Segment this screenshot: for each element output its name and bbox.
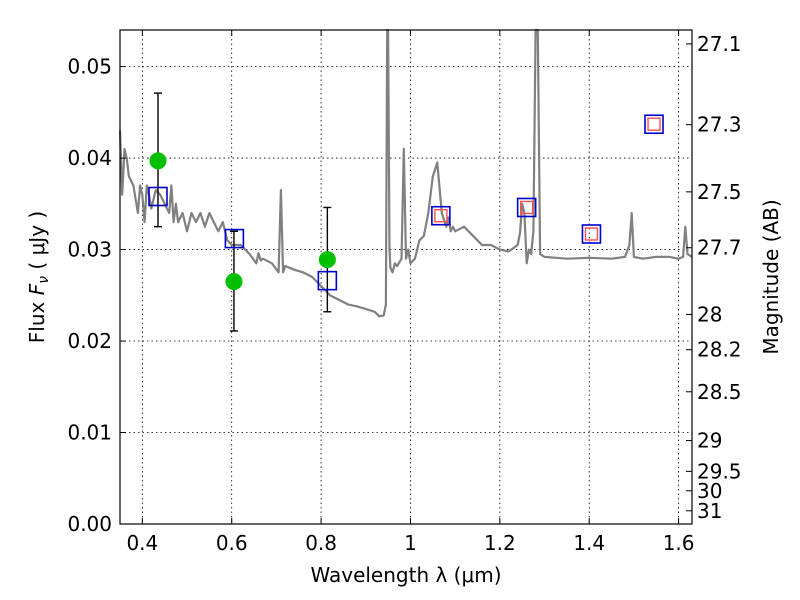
prediction-square-marker	[519, 200, 534, 215]
x-tick-label: 1.6	[663, 531, 695, 555]
y-tick-label: 0.05	[67, 55, 112, 79]
model-square-marker	[644, 114, 664, 135]
template-spectrum-line	[118, 28, 693, 318]
prediction-square-marker	[647, 117, 661, 131]
x-tick-label: 0.4	[126, 531, 158, 555]
points-layer	[148, 92, 664, 332]
y-axis-title-symbol: F	[25, 283, 49, 295]
y-tick-label: 0.04	[67, 146, 112, 170]
model-square-marker	[317, 270, 338, 291]
y-tick-label: 0.02	[67, 329, 112, 353]
x-axis-title: Wavelength λ (μm)	[310, 563, 501, 587]
right-tick-label: 28.2	[697, 338, 742, 362]
right-tick-label: 27.1	[697, 32, 742, 56]
right-tick-label: 29.5	[697, 459, 742, 483]
plot-frame	[119, 29, 693, 525]
model-square-marker	[431, 205, 451, 226]
grid-layer	[120, 30, 692, 525]
model-square-marker	[148, 186, 168, 207]
right-tick-label: 31	[697, 499, 722, 523]
right-axis-title: Magnitude (AB)	[759, 199, 783, 354]
x-tick-label: 1	[404, 531, 417, 555]
y-tick-label: 0.03	[67, 238, 112, 262]
observed-point	[318, 251, 336, 269]
observed-point	[225, 273, 243, 291]
y-axis-title: Flux Fν ( μJy )	[25, 211, 52, 343]
spectrum-layer	[118, 28, 693, 318]
right-tick-label: 30	[697, 479, 722, 503]
observed-point	[149, 152, 167, 170]
y-tick-label: 0.00	[67, 512, 112, 536]
prediction-square-marker	[584, 227, 599, 241]
model-square-marker	[224, 228, 245, 249]
x-tick-label: 1.4	[573, 531, 605, 555]
right-tick-label: 27.5	[697, 180, 742, 204]
x-tick-label: 0.6	[216, 531, 248, 555]
model-square-marker	[516, 197, 537, 218]
right-tick-label: 27.7	[697, 236, 742, 260]
model-square-marker	[581, 224, 602, 244]
y-axis-title-unit: ( μJy )	[25, 211, 49, 276]
y-axis-title-main: Flux	[25, 295, 49, 343]
prediction-square-marker	[434, 209, 448, 223]
right-tick-label: 28.5	[697, 380, 742, 404]
right-tick-label: 29	[697, 429, 722, 453]
ticks-layer: 0.4 0.6 0.8 1 1.2 1.4 1.6 0.00 0.01 0.02 0.03 0.04 0…	[67, 30, 742, 555]
x-tick-label: 0.8	[305, 531, 337, 555]
right-tick-label: 27.3	[697, 113, 742, 137]
right-tick-label: 28	[697, 302, 722, 326]
x-tick-label: 1.2	[484, 531, 516, 555]
y-axis-title-subscript: ν	[36, 276, 52, 284]
y-tick-label: 0.01	[67, 421, 112, 445]
